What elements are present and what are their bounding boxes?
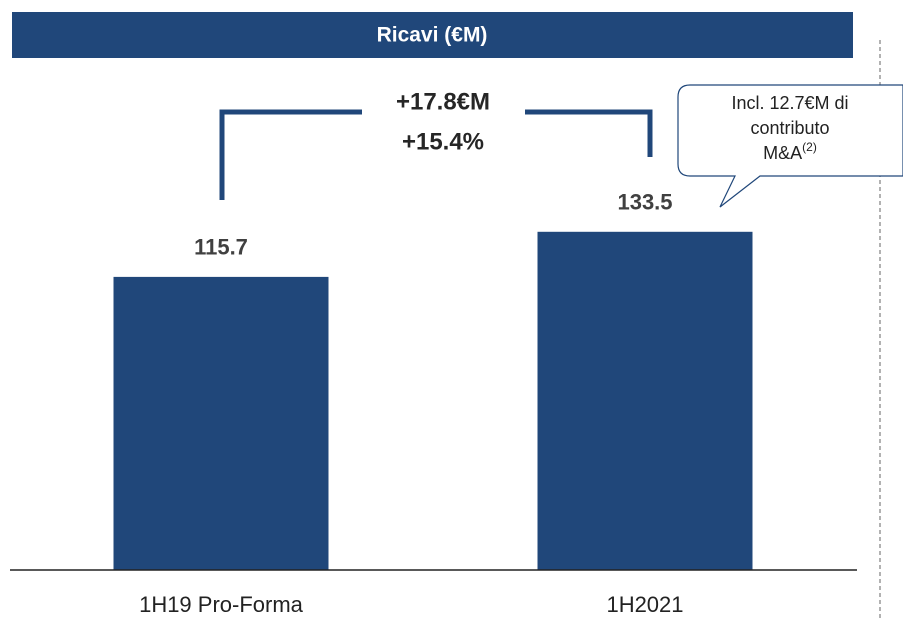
callout-line: Incl. 12.7€M di [731, 93, 848, 113]
bracket-right [525, 109, 653, 157]
data-label: 133.5 [617, 190, 672, 215]
data-label: 115.7 [194, 235, 248, 260]
callout-superscript: (2) [802, 140, 817, 154]
delta-percent: +15.4% [402, 128, 484, 155]
bar [537, 231, 753, 571]
callout-line: M&A(2) [763, 140, 817, 163]
chart-title: Ricavi (€M) [377, 24, 488, 47]
x-tick-label: 1H2021 [606, 592, 683, 617]
title-banner [12, 12, 853, 58]
x-tick-label: 1H19 Pro-Forma [139, 592, 304, 617]
callout-box [677, 84, 903, 208]
delta-absolute: +17.8€M [396, 88, 490, 115]
callout-text: M&A [763, 143, 802, 163]
callout-line: contributo [750, 118, 829, 138]
bar [113, 276, 329, 570]
bracket-left [219, 109, 362, 200]
